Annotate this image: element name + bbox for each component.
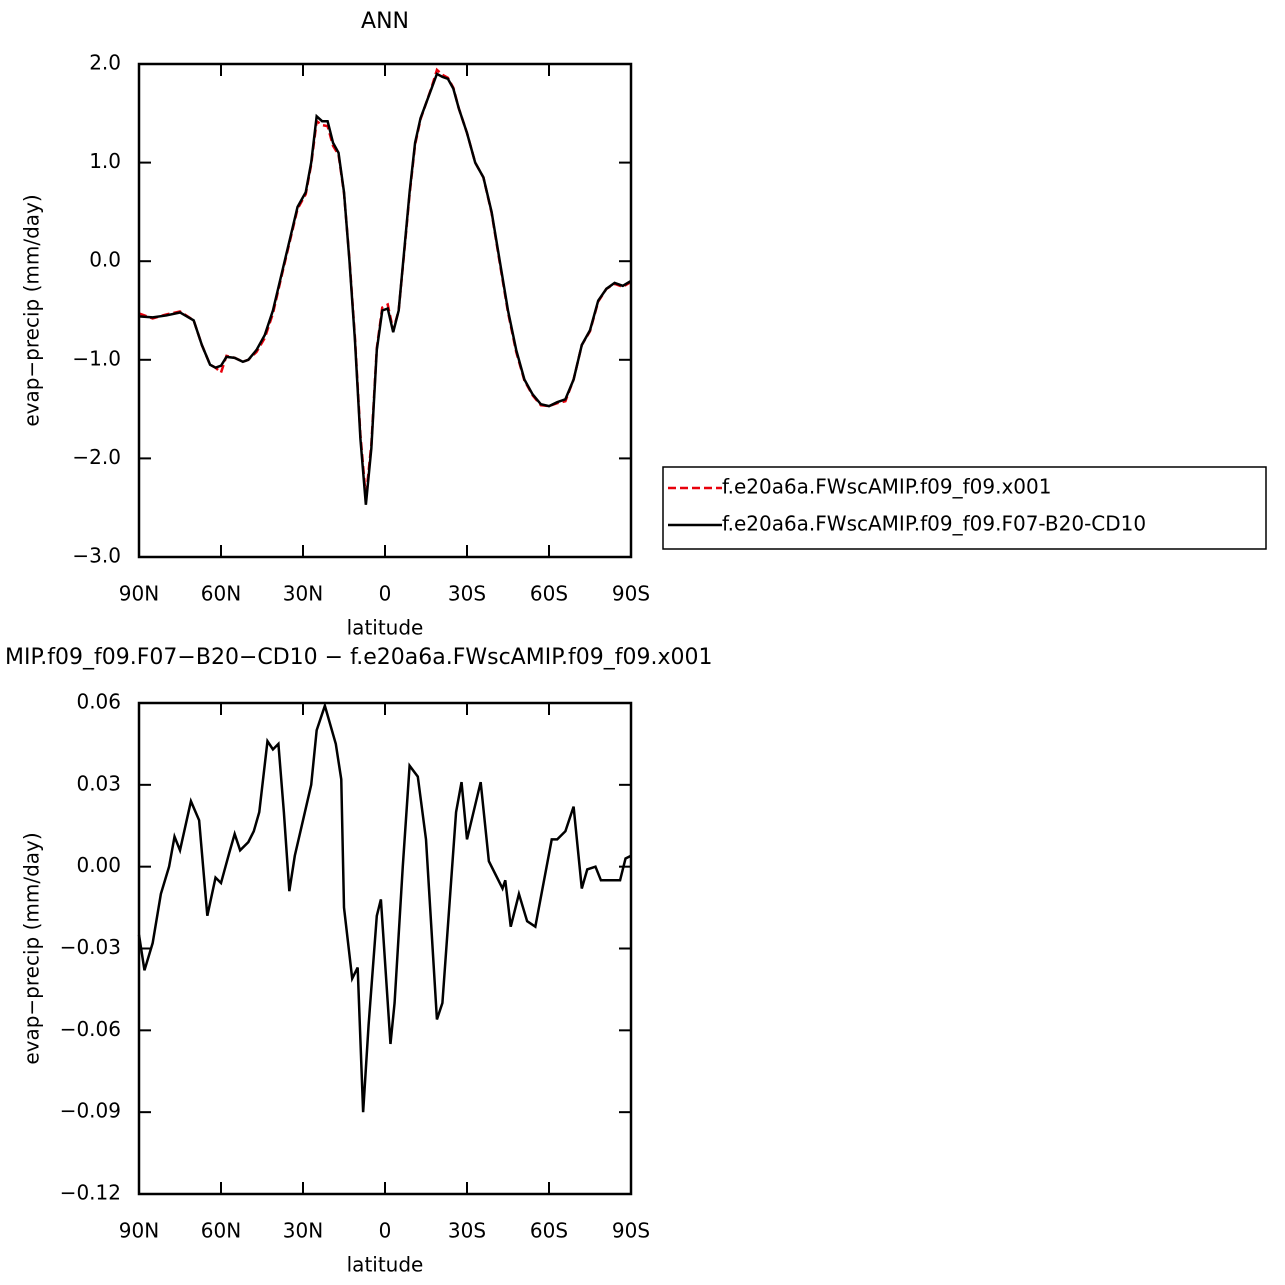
plot-frame bbox=[137, 701, 633, 1196]
chart-title: ANN bbox=[361, 9, 409, 34]
x-axis-label: latitude bbox=[347, 1253, 424, 1277]
data-line bbox=[138, 67, 632, 498]
x-tick-label: 30N bbox=[283, 582, 323, 606]
y-tick-label: −0.09 bbox=[60, 1099, 121, 1123]
y-tick-label: 0.00 bbox=[76, 853, 121, 877]
y-tick-label: 1.0 bbox=[89, 149, 121, 173]
chart-title: MIP.f09_f09.F07−B20−CD10 − f.e20a6a.FWsc… bbox=[5, 645, 713, 670]
y-axis-label: evap−precip (mm/day) bbox=[20, 194, 44, 426]
legend-label: f.e20a6a.FWscAMIP.f09_f09.x001 bbox=[722, 475, 1051, 499]
x-tick-label: 60N bbox=[201, 1219, 241, 1243]
legend-frame bbox=[662, 466, 1267, 550]
x-tick-label: 90S bbox=[612, 1219, 650, 1243]
legend: f.e20a6a.FWscAMIP.f09_f09.x001 f.e20a6a.F… bbox=[662, 466, 1267, 550]
x-tick-label: 0 bbox=[379, 582, 392, 606]
x-tick-label: 60N bbox=[201, 582, 241, 606]
x-tick-label: 0 bbox=[379, 1219, 392, 1243]
plot-frame bbox=[137, 62, 633, 559]
x-tick-label: 30N bbox=[283, 1219, 323, 1243]
y-tick-label: −0.03 bbox=[60, 935, 121, 959]
legend-label: f.e20a6a.FWscAMIP.f09_f09.F07-B20-CD10 bbox=[722, 512, 1146, 536]
y-axis-label: evap−precip (mm/day) bbox=[20, 832, 44, 1064]
x-tick-label: 90N bbox=[119, 582, 159, 606]
y-tick-label: −0.06 bbox=[60, 1017, 121, 1041]
data-line bbox=[138, 72, 632, 505]
data-line bbox=[137, 701, 632, 1113]
y-tick-label: 0.06 bbox=[76, 690, 121, 714]
y-tick-label: −2.0 bbox=[72, 445, 121, 469]
y-tick-label: 2.0 bbox=[89, 51, 121, 75]
y-tick-label: −1.0 bbox=[72, 346, 121, 370]
x-tick-label: 30S bbox=[448, 582, 486, 606]
y-tick-label: 0.03 bbox=[76, 771, 121, 795]
y-tick-label: −0.12 bbox=[60, 1181, 121, 1205]
x-tick-label: 90S bbox=[612, 582, 650, 606]
x-axis-label: latitude bbox=[347, 616, 424, 640]
y-tick-label: −3.0 bbox=[72, 544, 121, 568]
x-tick-label: 90N bbox=[119, 1219, 159, 1243]
x-tick-label: 60S bbox=[530, 582, 568, 606]
x-tick-label: 60S bbox=[530, 1219, 568, 1243]
y-tick-label: 0.0 bbox=[89, 248, 121, 272]
x-tick-label: 30S bbox=[448, 1219, 486, 1243]
